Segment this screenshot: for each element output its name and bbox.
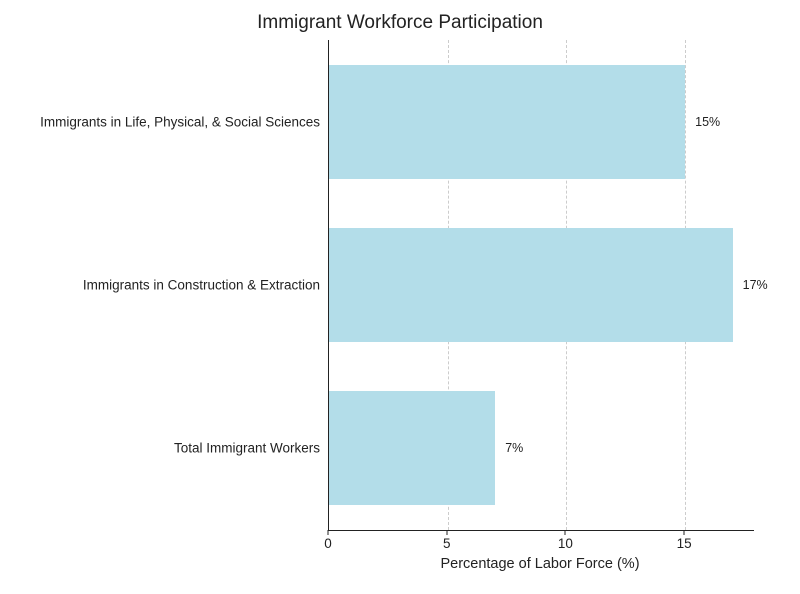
bar [329,228,733,342]
x-tick [328,530,329,535]
x-tick-label: 5 [443,536,451,551]
bar [329,65,685,179]
y-category-label: Immigrants in Construction & Extraction [83,278,320,293]
x-axis-label: Percentage of Labor Force (%) [440,556,639,572]
x-tick [446,530,447,535]
x-tick [684,530,685,535]
y-category-label: Total Immigrant Workers [174,441,320,456]
x-tick [565,530,566,535]
chart-title: Immigrant Workforce Participation [257,12,543,34]
chart-container: Immigrant Workforce Participation 15%17%… [0,0,800,594]
x-tick-label: 0 [324,536,332,551]
y-category-label: Immigrants in Life, Physical, & Social S… [40,114,320,129]
bar [329,391,495,505]
bar-value-label: 7% [505,441,523,455]
bar-value-label: 15% [695,115,720,129]
x-tick-label: 10 [558,536,573,551]
x-tick-label: 15 [677,536,692,551]
plot-area: 15%17%7% [328,40,754,531]
bar-value-label: 17% [743,278,768,292]
